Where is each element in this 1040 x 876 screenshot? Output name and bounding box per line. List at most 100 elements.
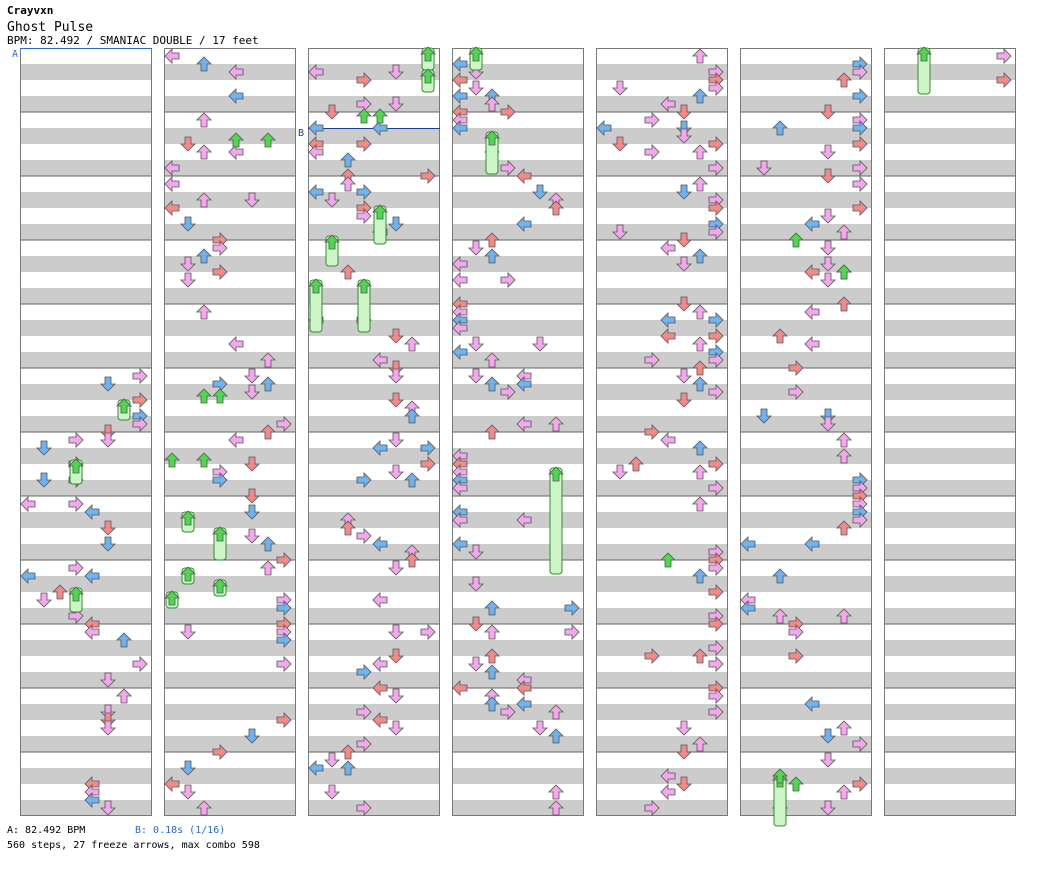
step-arrow	[484, 664, 500, 680]
step-arrow	[548, 784, 564, 800]
step-arrow	[516, 416, 532, 432]
step-arrow	[708, 584, 724, 600]
step-arrow	[516, 512, 532, 528]
step-arrow	[484, 600, 500, 616]
step-arrow	[260, 424, 276, 440]
step-arrow	[100, 424, 116, 440]
freeze-head	[260, 132, 276, 148]
step-arrow	[388, 64, 404, 80]
step-arrow	[820, 104, 836, 120]
step-arrow	[452, 120, 468, 136]
step-arrow	[708, 480, 724, 496]
step-arrow	[388, 688, 404, 704]
step-arrow	[100, 704, 116, 720]
step-arrow	[100, 376, 116, 392]
step-arrow	[772, 568, 788, 584]
step-arrow	[116, 688, 132, 704]
freeze-head	[788, 232, 804, 248]
step-arrow	[708, 616, 724, 632]
step-arrow	[372, 712, 388, 728]
step-arrow	[676, 392, 692, 408]
step-arrow	[308, 120, 324, 136]
step-arrow	[356, 184, 372, 200]
freeze-head	[484, 130, 500, 146]
step-arrow	[484, 696, 500, 712]
step-arrow	[852, 176, 868, 192]
step-arrow	[564, 600, 580, 616]
step-arrow	[708, 160, 724, 176]
step-arrow	[468, 576, 484, 592]
step-arrow	[676, 232, 692, 248]
step-arrow	[548, 800, 564, 816]
step-arrow	[100, 672, 116, 688]
step-arrow	[228, 432, 244, 448]
step-arrow	[644, 144, 660, 160]
step-arrow	[452, 88, 468, 104]
step-arrow	[708, 688, 724, 704]
step-arrow	[372, 656, 388, 672]
step-arrow	[356, 72, 372, 88]
step-arrow	[356, 136, 372, 152]
step-arrow	[820, 728, 836, 744]
step-arrow	[708, 80, 724, 96]
step-arrow	[820, 256, 836, 272]
step-arrow	[612, 464, 628, 480]
step-arrow	[68, 560, 84, 576]
step-arrow	[772, 120, 788, 136]
freeze-head	[228, 132, 244, 148]
step-arrow	[308, 144, 324, 160]
step-arrow	[692, 568, 708, 584]
freeze-head	[68, 586, 84, 602]
step-arrow	[852, 88, 868, 104]
step-arrow	[996, 72, 1012, 88]
step-arrow	[644, 648, 660, 664]
step-arrow	[84, 568, 100, 584]
step-arrow	[548, 728, 564, 744]
step-arrow	[212, 744, 228, 760]
step-arrow	[852, 160, 868, 176]
step-arrow	[516, 696, 532, 712]
step-arrow	[708, 328, 724, 344]
freeze-head	[372, 204, 388, 220]
chart-column-2	[164, 48, 296, 816]
step-arrow	[356, 472, 372, 488]
step-arrow	[180, 624, 196, 640]
step-arrow	[164, 200, 180, 216]
step-arrow	[852, 776, 868, 792]
step-arrow	[484, 96, 500, 112]
step-arrow	[612, 136, 628, 152]
step-arrow	[20, 496, 36, 512]
step-arrow	[852, 64, 868, 80]
step-arrow	[820, 408, 836, 424]
step-arrow	[340, 760, 356, 776]
step-arrow	[852, 512, 868, 528]
step-arrow	[852, 736, 868, 752]
step-arrow	[68, 432, 84, 448]
step-arrow	[660, 328, 676, 344]
step-arrow	[52, 584, 68, 600]
freeze-head	[548, 466, 564, 482]
step-arrow	[180, 760, 196, 776]
step-arrow	[100, 712, 116, 728]
step-arrow	[820, 272, 836, 288]
freeze-head	[660, 552, 676, 568]
step-arrow	[164, 48, 180, 64]
step-arrow	[452, 272, 468, 288]
step-arrow	[692, 144, 708, 160]
step-arrow	[820, 752, 836, 768]
step-arrow	[324, 192, 340, 208]
step-arrow	[372, 352, 388, 368]
song-title: Ghost Pulse	[7, 20, 94, 35]
step-arrow	[676, 776, 692, 792]
step-arrow	[740, 600, 756, 616]
step-arrow	[180, 272, 196, 288]
step-arrow	[388, 432, 404, 448]
step-arrow	[164, 776, 180, 792]
step-arrow	[180, 784, 196, 800]
bpm-b-text: B: 0.18s (1/16)	[135, 825, 226, 836]
step-arrow	[516, 376, 532, 392]
step-arrow	[260, 560, 276, 576]
step-arrow	[100, 520, 116, 536]
step-arrow	[388, 328, 404, 344]
step-arrow	[532, 720, 548, 736]
